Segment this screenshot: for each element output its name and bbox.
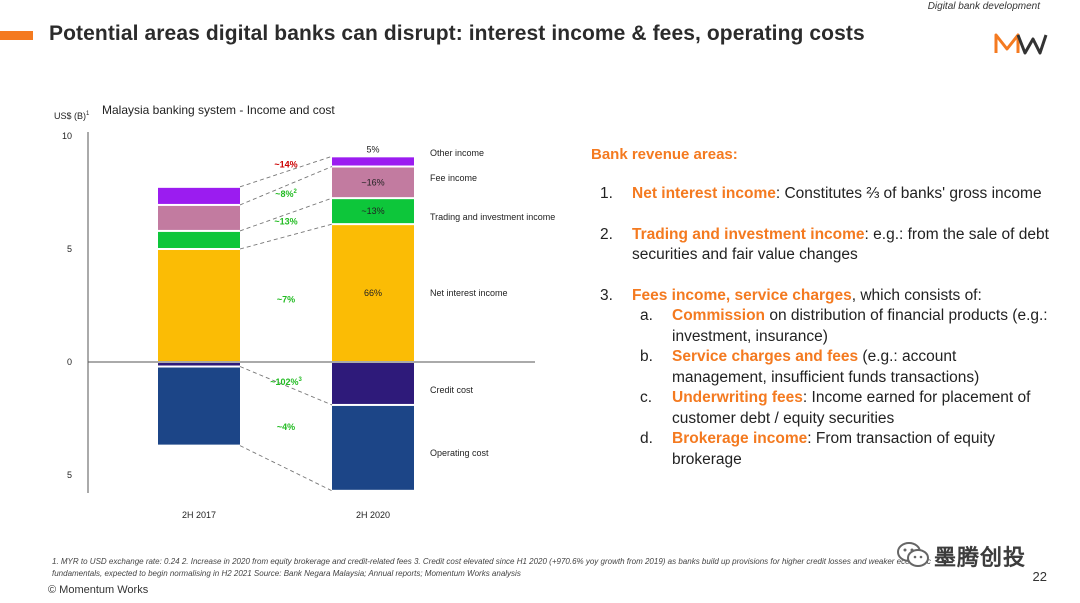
bar-segment	[158, 367, 240, 445]
panel-title: Bank revenue areas:	[591, 146, 738, 163]
bar-segment	[158, 205, 240, 230]
revenue-list: 1. Net interest income: Constitutes ⅔ of…	[600, 184, 1050, 470]
bar-segment	[158, 187, 240, 204]
list-item: 1. Net interest income: Constitutes ⅔ of…	[600, 185, 1042, 202]
sub-list-item: d. Brokerage income: From transaction of…	[640, 430, 996, 468]
section-tag: Digital bank development	[927, 1, 1040, 12]
y-tick-label: 10	[62, 131, 72, 141]
connector-line	[239, 366, 333, 406]
growth-label: ~8%2	[275, 189, 297, 199]
x-tick-label: 2H 2020	[356, 510, 390, 520]
bar-segment	[158, 250, 240, 361]
growth-label: ~14%	[274, 160, 297, 170]
sub-list: a. Commission on distribution of financi…	[632, 306, 1050, 470]
sub-list-item: c. Underwriting fees: Income earned for …	[640, 389, 1031, 427]
momentum-works-logo	[994, 33, 1048, 55]
x-tick-label: 2H 2017	[182, 510, 216, 520]
connector-line	[239, 197, 333, 232]
watermark-text: 墨腾创投	[934, 545, 1027, 570]
bar-segment	[332, 363, 414, 404]
connector-line	[239, 445, 333, 492]
list-item: 3. Fees income, service charges, which c…	[600, 286, 1050, 471]
series-label: Credit cost	[430, 385, 474, 395]
series-label: Trading and investment income	[430, 212, 555, 222]
y-tick-label: 5	[67, 244, 72, 254]
connector-line	[239, 223, 333, 250]
slide-title: Potential areas digital banks can disrup…	[49, 22, 865, 45]
accent-bar	[0, 31, 33, 40]
wechat-icon	[897, 542, 929, 567]
connector-line	[239, 166, 333, 206]
series-label: Fee income	[430, 173, 477, 183]
y-tick-label: 0	[67, 357, 72, 367]
y-tick-label: 5	[67, 470, 72, 480]
bar-segment	[158, 231, 240, 248]
growth-label: ~4%	[277, 422, 295, 432]
copyright: © Momentum Works	[48, 584, 149, 596]
series-label: Other income	[430, 148, 484, 158]
bar-segment	[332, 225, 414, 361]
chart-title: Malaysia banking system - Income and cos…	[102, 103, 335, 117]
bar-segment	[332, 199, 414, 224]
sub-list-item: a. Commission on distribution of financi…	[640, 307, 1048, 345]
sub-list-item: b. Service charges and fees (e.g.: accou…	[640, 348, 980, 386]
share-label: 5%	[366, 144, 379, 154]
share-label: ~16%	[361, 177, 384, 187]
bar-segment	[332, 167, 414, 198]
series-label: Operating cost	[430, 448, 489, 458]
footnote: 1. MYR to USD exchange rate: 0.24 2. Inc…	[52, 557, 931, 578]
share-label: 66%	[364, 288, 382, 298]
page-number: 22	[1032, 569, 1047, 584]
bar-segment	[332, 157, 414, 166]
bar-segment	[158, 363, 240, 366]
y-axis-unit: US$ (B)1	[54, 111, 90, 121]
list-item: 2. Trading and investment income: e.g.: …	[600, 225, 1049, 264]
connector-line	[239, 155, 333, 188]
series-label: Net interest income	[430, 288, 508, 298]
share-label: ~13%	[361, 206, 384, 216]
growth-label: ~13%	[274, 217, 297, 227]
growth-label: ~7%	[277, 294, 295, 304]
bar-segment	[332, 405, 414, 490]
growth-label: ~102%3	[270, 377, 302, 387]
stacked-bar-chart: 10 5 0 5 2H 2017 2H 2020 ~14% ~8%2 ~13% ~7% ~102%3…	[62, 131, 555, 520]
